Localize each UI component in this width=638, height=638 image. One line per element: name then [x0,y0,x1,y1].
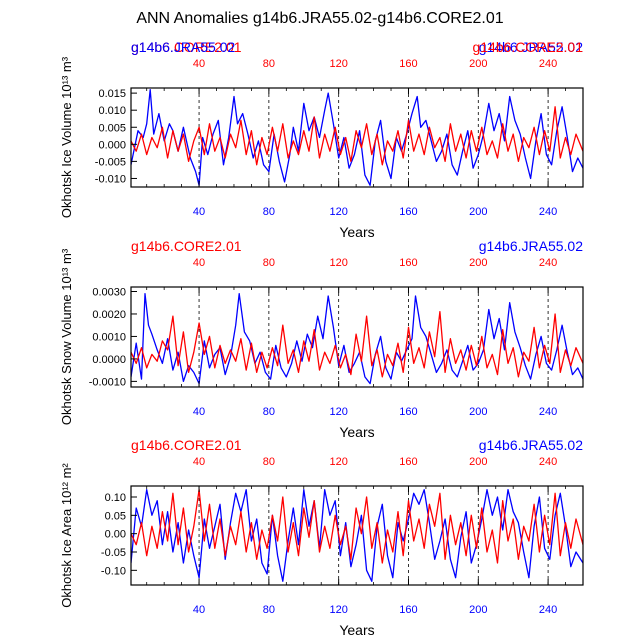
series-label: g14b6.CORE2.01 [131,39,242,55]
x-tick-label-bottom: 40 [193,406,205,418]
x-axis-label: Years [339,622,374,638]
x-tick-label-bottom: 80 [263,604,275,616]
y-tick-label: 0.00 [105,529,126,541]
series-label: g14b6.JRA55.02 [131,39,236,55]
x-tick-label-bottom: 120 [329,206,347,218]
x-tick-label-top: 40 [193,257,205,269]
x-tick-label-top: 160 [399,456,417,468]
x-tick-label-bottom: 200 [469,604,487,616]
y-tick-label: 0.005 [98,122,126,134]
chart-panel-3: 0.10 0.05 0.00 -0.05 -0.10 40 40 80 80 120 120 160 1… [59,437,584,638]
y-tick-label: -0.05 [101,547,126,559]
x-tick-label-top: 240 [539,257,557,269]
y-tick-label: 0.05 [105,510,126,522]
series-group [131,293,583,385]
series-group [131,489,583,582]
y-tick-label: 0.0010 [92,331,126,343]
y-axis-label: Okhotsk Snow Volume 10¹³ m³ [59,248,74,425]
y-tick-label: 0.000 [98,139,126,151]
x-tick-label-top: 40 [193,58,205,70]
x-tick-label-top: 200 [469,58,487,70]
y-tick-label: 0.0030 [92,286,126,298]
plot-frame [130,485,584,586]
series-label: g14b6.JRA55.02 [479,238,584,254]
series-line-g14b6-core2-01 [131,489,583,564]
panels: 0.015 0.010 0.005 0.000 -0.005 -0.010 40 40 80 80… [59,39,584,638]
x-axis-label: Years [339,424,374,440]
y-tick-label: -0.0010 [89,376,126,388]
series-line-g14b6-core2-01 [131,106,583,166]
figure-title: ANN Anomalies g14b6.JRA55.02-g14b6.CORE2… [136,10,503,27]
y-axis-label: Okhotsk Ice Area 10¹² m² [59,463,74,608]
x-tick-label-top: 160 [399,58,417,70]
x-tick-label-top: 120 [329,257,347,269]
series-line-g14b6-core2-01 [131,311,583,378]
y-tick-label: 0.0020 [92,309,126,321]
x-tick-label-bottom: 160 [399,406,417,418]
plot-frame [130,286,584,388]
x-tick-label-bottom: 120 [329,604,347,616]
x-tick-label-bottom: 200 [469,406,487,418]
x-tick-label-bottom: 80 [263,406,275,418]
x-tick-label-top: 200 [469,456,487,468]
x-tick-label-top: 80 [263,58,275,70]
y-tick-label: 0.10 [105,492,126,504]
y-tick-label: -0.005 [95,156,126,168]
y-tick-label: 0.0000 [92,354,126,366]
series-group [131,89,583,186]
x-tick-label-bottom: 40 [193,604,205,616]
y-axis-label: Okhotsk Ice Volume 10¹³ m³ [59,56,74,218]
x-tick-label-top: 80 [263,456,275,468]
x-tick-label-bottom: 80 [263,206,275,218]
chart-panel-1: 0.015 0.010 0.005 0.000 -0.005 -0.010 40 40 80 80… [59,39,584,240]
x-tick-label-top: 200 [469,257,487,269]
x-tick-label-bottom: 160 [399,604,417,616]
x-tick-label-top: 120 [329,58,347,70]
plot-frame [130,87,584,188]
x-tick-label-bottom: 40 [193,206,205,218]
x-tick-label-bottom: 120 [329,406,347,418]
x-axis-label: Years [339,224,374,240]
series-label: g14b6.JRA55.02 [479,39,584,55]
chart-panel-2: 0.0030 0.0020 0.0010 0.0000 -0.0010 40 40 80 80 1… [59,238,584,440]
series-label: g14b6.JRA55.02 [479,437,584,453]
y-tick-label: -0.10 [101,565,126,577]
y-tick-label: 0.015 [98,88,126,100]
x-tick-label-top: 40 [193,456,205,468]
series-label: g14b6.CORE2.01 [131,238,242,254]
y-tick-label: -0.010 [95,173,126,185]
x-tick-label-top: 120 [329,456,347,468]
x-tick-label-bottom: 200 [469,206,487,218]
series-label: g14b6.CORE2.01 [472,39,583,55]
x-tick-label-top: 240 [539,58,557,70]
x-tick-label-bottom: 160 [399,206,417,218]
series-label: g14b6.CORE2.01 [131,437,242,453]
x-tick-label-top: 80 [263,257,275,269]
x-tick-label-bottom: 240 [539,604,557,616]
x-tick-label-top: 160 [399,257,417,269]
series-line-g14b6-jra55-02 [131,293,583,385]
x-tick-label-top: 240 [539,456,557,468]
x-tick-label-bottom: 240 [539,406,557,418]
x-tick-label-bottom: 240 [539,206,557,218]
y-tick-label: 0.010 [98,105,126,117]
